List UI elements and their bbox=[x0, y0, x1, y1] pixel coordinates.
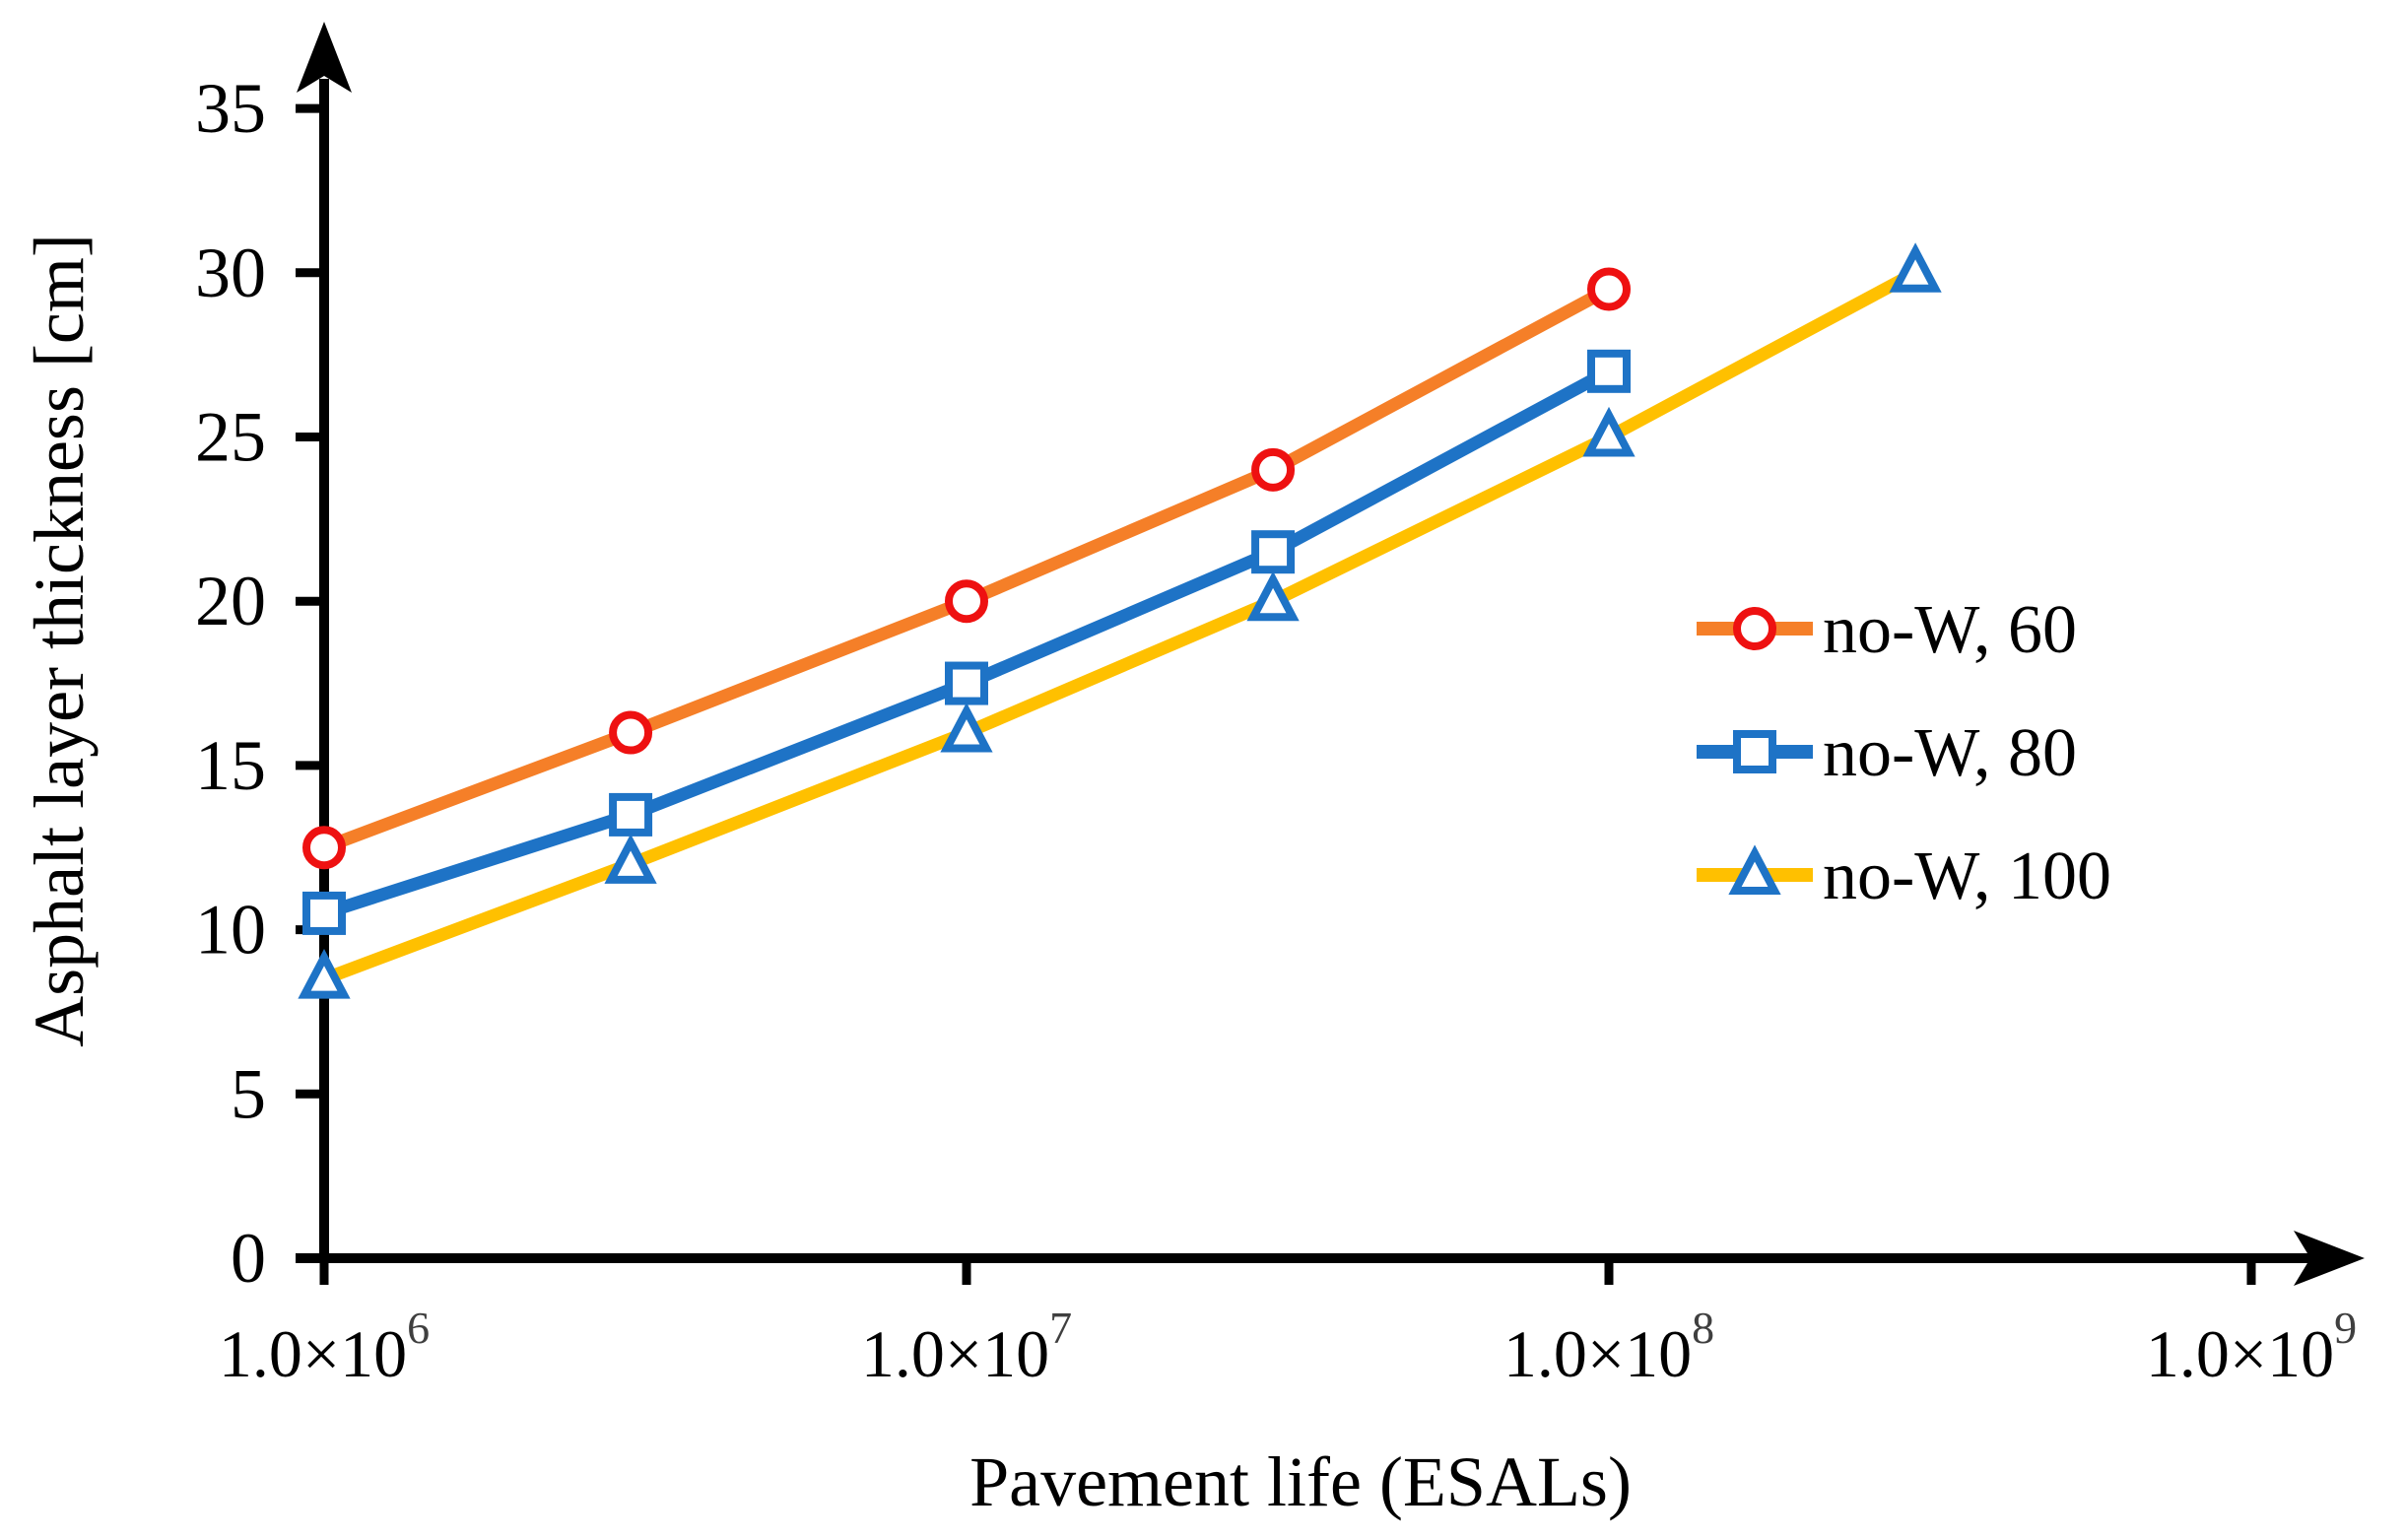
series-1-marker-square-icon bbox=[302, 891, 346, 935]
series-0-marker-circle-icon bbox=[302, 826, 346, 870]
series-2-marker-triangle-icon bbox=[1582, 406, 1636, 457]
series-0-marker-circle-icon bbox=[609, 710, 653, 755]
series-line-2 bbox=[321, 267, 1919, 985]
series-0-marker-circle-icon bbox=[1587, 267, 1631, 311]
legend-marker-square-icon bbox=[1733, 730, 1776, 773]
x-tick-label: 1.0×107 bbox=[861, 1303, 1072, 1391]
series-2-marker-triangle-icon bbox=[1246, 570, 1300, 622]
legend-item: no-W, 80 bbox=[1697, 715, 2077, 791]
y-tick-label: 0 bbox=[231, 1219, 266, 1298]
series-0-marker-circle-icon bbox=[945, 579, 988, 624]
series-1-marker-square-icon bbox=[609, 792, 653, 837]
y-tick-label: 20 bbox=[195, 562, 266, 640]
series-1-marker-square-icon bbox=[1587, 349, 1631, 393]
x-tick-label: 1.0×108 bbox=[1503, 1303, 1714, 1391]
series-line-0 bbox=[321, 283, 1613, 854]
series-1-marker-square-icon bbox=[1251, 530, 1296, 574]
legend-marker-triangle-icon bbox=[1728, 844, 1781, 895]
legend-label: no-W, 80 bbox=[1823, 715, 2077, 791]
series-2-marker-triangle-icon bbox=[940, 702, 993, 753]
x-axis-title: Pavement life (ESALs) bbox=[969, 1442, 1632, 1521]
series-2-marker-triangle-icon bbox=[1889, 242, 1942, 293]
legend-label: no-W, 100 bbox=[1823, 838, 2111, 914]
series-2-marker-triangle-icon bbox=[604, 834, 657, 884]
y-axis-arrowhead-icon bbox=[297, 22, 352, 93]
x-tick-label: 1.0×106 bbox=[219, 1303, 430, 1391]
y-tick-label: 10 bbox=[195, 891, 266, 970]
series-2-marker-triangle-icon bbox=[298, 949, 351, 999]
y-tick-label: 30 bbox=[195, 234, 266, 312]
y-tick-label: 35 bbox=[195, 69, 266, 148]
legend-label: no-W, 60 bbox=[1823, 592, 2077, 668]
legend-item: no-W, 60 bbox=[1697, 592, 2077, 668]
legend-item: no-W, 100 bbox=[1697, 838, 2111, 914]
y-axis-title: Asphalt layer thickness [cm] bbox=[20, 234, 99, 1047]
legend-marker-circle-icon bbox=[1733, 607, 1776, 650]
y-tick-label: 25 bbox=[195, 398, 266, 477]
series-0-marker-circle-icon bbox=[1251, 447, 1296, 492]
y-tick-label: 5 bbox=[231, 1054, 266, 1133]
y-tick-label: 15 bbox=[195, 726, 266, 805]
series-line-1 bbox=[322, 366, 1613, 920]
legend: no-W, 60 no-W, 80 no-W, 100 bbox=[1697, 592, 2111, 914]
x-axis-arrowhead-icon bbox=[2294, 1231, 2365, 1286]
x-tick-label: 1.0×109 bbox=[2146, 1303, 2357, 1391]
series-1-marker-square-icon bbox=[945, 661, 988, 705]
